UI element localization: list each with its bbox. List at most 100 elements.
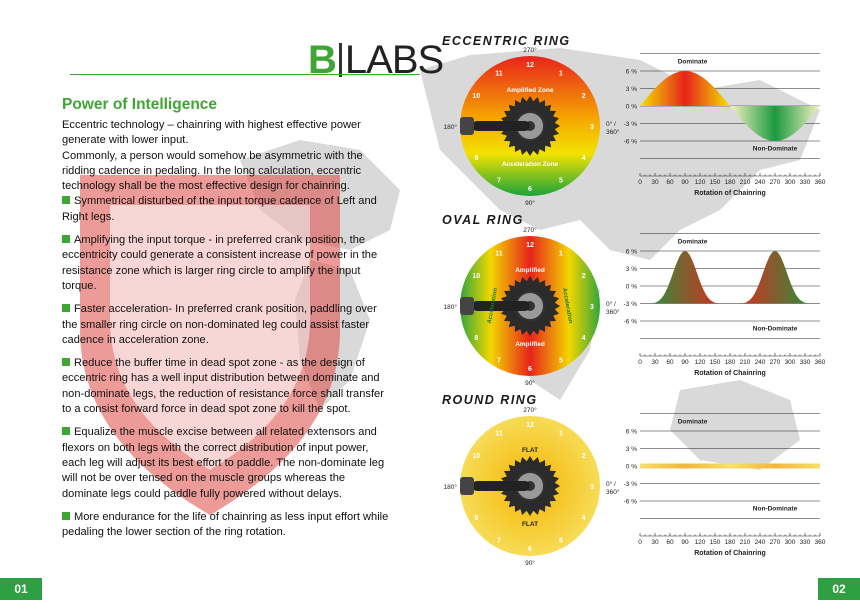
bullet-2-text: Amplifying the input torque - in preferr… (62, 234, 378, 292)
x-tick-label: 30 (651, 359, 659, 366)
clock-number: 2 (582, 273, 586, 280)
ring-title-eccentric: ECCENTRIC RING (442, 34, 571, 48)
clock-number: 5 (559, 178, 563, 185)
bullet-1-text: Symmetrical disturbed of the input torqu… (62, 195, 377, 223)
x-tick-label: 300 (785, 359, 796, 366)
dominate-label: Dominate (678, 238, 708, 245)
x-tick-label: 240 (755, 359, 766, 366)
clock-number: 10 (472, 93, 480, 100)
crank-arm (472, 301, 530, 311)
degree-label-top: 270° (523, 46, 537, 54)
x-tick-label: 210 (740, 359, 751, 366)
bullet-5: Equalize the muscle excise between all r… (62, 425, 390, 501)
clock-number: 6 (528, 366, 532, 373)
x-tick-label: 120 (695, 179, 706, 186)
clock-number: 3 (590, 484, 594, 491)
header-rule (70, 74, 420, 75)
clock-number: 12 (526, 242, 534, 249)
x-tick-label: 210 (740, 539, 751, 546)
bullet-2: Amplifying the input torque - in preferr… (62, 233, 390, 294)
non-dominate-label: Non-Dominate (753, 325, 798, 332)
zone-label-top: Amplified Zone (507, 87, 554, 94)
y-tick-label: 0 % (626, 104, 637, 111)
x-tick-label: 150 (710, 179, 721, 186)
y-tick-label: 6 % (626, 69, 637, 76)
bullet-square-icon (62, 235, 70, 244)
clock-number: 8 (474, 155, 478, 162)
clock-number: 7 (497, 538, 501, 545)
x-tick-label: 360 (815, 359, 826, 366)
bullet-3: Faster acceleration- In preferred crank … (62, 302, 390, 348)
page-number-right: 02 (818, 578, 860, 600)
x-tick-label: 90 (681, 539, 689, 546)
x-tick-label: 90 (681, 179, 689, 186)
x-tick-label: 300 (785, 539, 796, 546)
pedal (460, 477, 474, 495)
y-tick-label: -6 % (624, 499, 638, 506)
y-tick-label: 3 % (626, 446, 637, 453)
x-tick-label: 60 (666, 359, 674, 366)
y-tick-label: -6 % (624, 139, 638, 146)
torque-area (640, 251, 820, 304)
zone-label-bottom: Amplified (515, 341, 545, 348)
intro-paragraph-1: Eccentric technology – chainring with hi… (62, 119, 361, 147)
x-axis-label: Rotation of Chainring (694, 190, 766, 197)
y-tick-label: -6 % (624, 319, 638, 326)
clock-number: 3 (590, 304, 594, 311)
bullet-3-text: Faster acceleration- In preferred crank … (62, 303, 377, 346)
clock-number: 8 (474, 335, 478, 342)
clock-number: 11 (495, 250, 503, 257)
degree-label-right: 0° / (606, 120, 616, 128)
bullet-1: Symmetrical disturbed of the input torqu… (62, 194, 390, 225)
degree-label-left: 180° (444, 123, 458, 131)
y-tick-label: 6 % (626, 249, 637, 256)
x-tick-label: 180 (725, 539, 736, 546)
x-tick-label: 150 (710, 359, 721, 366)
logo-divider (338, 43, 342, 77)
bullet-5-text: Equalize the muscle excise between all r… (62, 426, 385, 500)
bullet-4: Reduce the buffer time in dead spot zone… (62, 356, 390, 417)
non-dominate-label: Non-Dominate (753, 145, 798, 152)
degree-label-left: 180° (444, 303, 458, 311)
clock-number: 2 (582, 93, 586, 100)
zone-label-top: FLAT (522, 447, 538, 454)
x-tick-label: 0 (638, 179, 642, 186)
bullet-6: More endurance for the life of chainring… (62, 510, 390, 541)
clock-number: 7 (497, 358, 501, 365)
ring-diagram: 121234567891011AmplifiedAmplifiedAcceler… (444, 226, 620, 387)
non-dominate-area (730, 106, 820, 141)
pedal (460, 297, 474, 315)
x-tick-label: 180 (725, 179, 736, 186)
x-tick-label: 120 (695, 539, 706, 546)
pedal (460, 117, 474, 135)
intro-paragraph-2: Commonly, a person would somehow be asym… (62, 149, 363, 193)
clock-number: 12 (526, 422, 534, 429)
x-tick-label: 330 (800, 359, 811, 366)
degree-label-bottom: 90° (525, 199, 535, 207)
degree-label-right-2: 360° (606, 488, 620, 496)
y-tick-label: 6 % (626, 429, 637, 436)
ring-title-oval: OVAL RING (442, 213, 524, 227)
x-tick-label: 330 (800, 539, 811, 546)
clock-number: 10 (472, 273, 480, 280)
x-tick-label: 60 (666, 179, 674, 186)
x-tick-label: 120 (695, 359, 706, 366)
bullet-square-icon (62, 196, 70, 205)
clock-number: 11 (495, 430, 503, 437)
clock-number: 11 (495, 70, 503, 77)
bullet-square-icon (62, 358, 70, 367)
body-text: Eccentric technology – chainring with hi… (62, 118, 390, 548)
x-tick-label: 30 (651, 539, 659, 546)
torque-area (640, 463, 820, 469)
y-tick-label: 0 % (626, 284, 637, 291)
clock-number: 5 (559, 538, 563, 545)
torque-chart: 6 % 3 % 0 % -3 % -6 % Dominate Non-Dominate 0 30… (624, 413, 826, 557)
clock-number: 4 (582, 155, 586, 162)
clock-number: 3 (590, 124, 594, 131)
clock-number: 7 (497, 178, 501, 185)
x-tick-label: 210 (740, 179, 751, 186)
shield-watermark (80, 175, 340, 515)
zone-label-bottom: Acceleration Zone (502, 161, 559, 168)
